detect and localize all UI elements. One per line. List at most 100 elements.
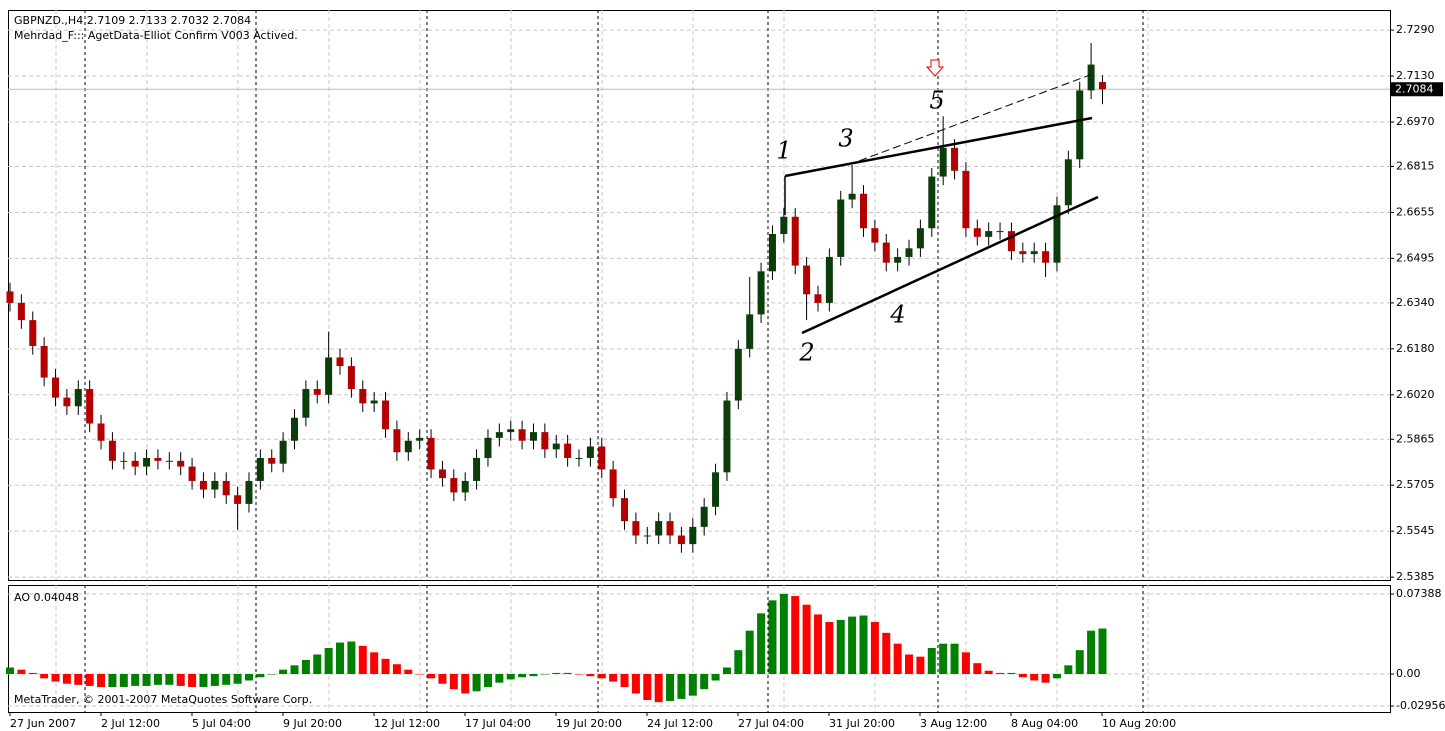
candle-body [757, 271, 765, 315]
candle-body [370, 400, 378, 404]
candle-body [564, 443, 572, 458]
ao-bar [495, 673, 504, 683]
ao-bar [427, 673, 436, 679]
candle-body [507, 429, 515, 433]
ao-bar [905, 654, 914, 674]
ao-bar [1075, 650, 1084, 674]
ao-bar [1007, 672, 1016, 674]
ao-bar [17, 669, 26, 674]
last-price-label: 2.7084 [1395, 82, 1434, 95]
candle-body [222, 480, 230, 496]
ao-bar [882, 632, 891, 674]
ao-bar [506, 673, 515, 680]
candle-body [29, 320, 37, 346]
candle-body [1019, 251, 1027, 255]
ao-bar [279, 669, 288, 674]
candle-body [131, 460, 139, 467]
y-tick-label: 2.6180 [1396, 342, 1435, 355]
ao-bar [654, 673, 663, 703]
ao-bar [973, 663, 982, 674]
candle-body [746, 314, 754, 349]
candle-body [1098, 82, 1106, 90]
ao-bar [620, 673, 629, 687]
y-tick-label: 2.5705 [1396, 478, 1435, 491]
x-tick-label: 10 Aug 20:00 [1102, 717, 1176, 730]
trendline-lower [801, 195, 1099, 335]
ao-bar [961, 652, 970, 674]
ao-bar [336, 642, 345, 674]
candle-body [529, 432, 537, 441]
candle-body [256, 457, 264, 481]
ao-bar [119, 673, 128, 687]
ao-bar [358, 645, 367, 674]
y-tick-label: 0.07388 [1396, 587, 1442, 600]
candle-body [848, 193, 856, 200]
ao-bar [153, 673, 162, 685]
ao-bar [711, 673, 720, 681]
candle-body [245, 480, 253, 504]
ao-bar [256, 673, 265, 678]
candle-body [438, 469, 446, 479]
candle-body [666, 521, 674, 536]
candle-body [404, 440, 412, 453]
candle-body [120, 460, 128, 462]
ao-bar [927, 648, 936, 674]
y-tick-label: 0.00 [1396, 667, 1421, 680]
candle-body [484, 437, 492, 458]
ao-bar [97, 673, 106, 687]
ao-bar [74, 673, 83, 685]
candle-body [325, 357, 333, 395]
candle-body [416, 437, 424, 441]
x-tick-label: 17 Jul 04:00 [465, 717, 531, 730]
ao-bar [893, 643, 902, 674]
ao-bar [825, 622, 834, 674]
ao-bar [859, 615, 868, 674]
sell-arrow [925, 59, 945, 77]
y-tick-label: 2.5865 [1396, 432, 1435, 445]
candle-body [575, 457, 583, 459]
y-tick-label: 2.6020 [1396, 388, 1435, 401]
wave-label: 2 [798, 339, 814, 367]
ao-bar [28, 672, 37, 674]
candle-body [973, 228, 981, 237]
ao-bar [779, 593, 788, 674]
ao-bar [540, 673, 549, 675]
candle-body [723, 400, 731, 473]
candle-body [291, 417, 298, 441]
x-tick-label: 2 Jul 12:00 [101, 717, 160, 730]
x-tick-label: 9 Jul 20:00 [283, 717, 342, 730]
candle-body [495, 432, 503, 438]
wave-label: 3 [838, 125, 853, 153]
candle-body [677, 535, 685, 545]
ao-bar [40, 673, 49, 679]
ao-bar [586, 673, 595, 677]
x-tick-label: 8 Aug 04:00 [1011, 717, 1078, 730]
ao-bar [347, 641, 356, 674]
candle-body [86, 389, 94, 424]
grid: 2.7290 2.7130 2.6970 2.6815 2.6655 2.6495 2.63… [8, 10, 1445, 730]
candle-body [382, 400, 390, 430]
ao-bar [131, 673, 140, 686]
candle-body [154, 457, 162, 461]
trendline-dashed [847, 74, 1091, 166]
ao-bar [666, 673, 675, 702]
y-tick-label: 2.6340 [1396, 296, 1435, 309]
ao-bar [1064, 665, 1073, 674]
candle-body [177, 460, 185, 467]
candle-body [1030, 251, 1038, 255]
ao-bar [939, 643, 948, 674]
ao-bar [461, 673, 470, 694]
candle-body [1007, 231, 1015, 252]
ao-bar [233, 673, 242, 684]
candle-body [985, 231, 993, 237]
candle-body [860, 193, 867, 229]
candle-body [63, 397, 71, 407]
ao-bar [813, 614, 822, 674]
candle-body [837, 199, 845, 257]
ao-bar [392, 664, 401, 674]
ao-bar [597, 673, 606, 679]
candle-body [17, 302, 25, 321]
marks [6, 43, 1107, 703]
candle-body [1076, 90, 1084, 160]
